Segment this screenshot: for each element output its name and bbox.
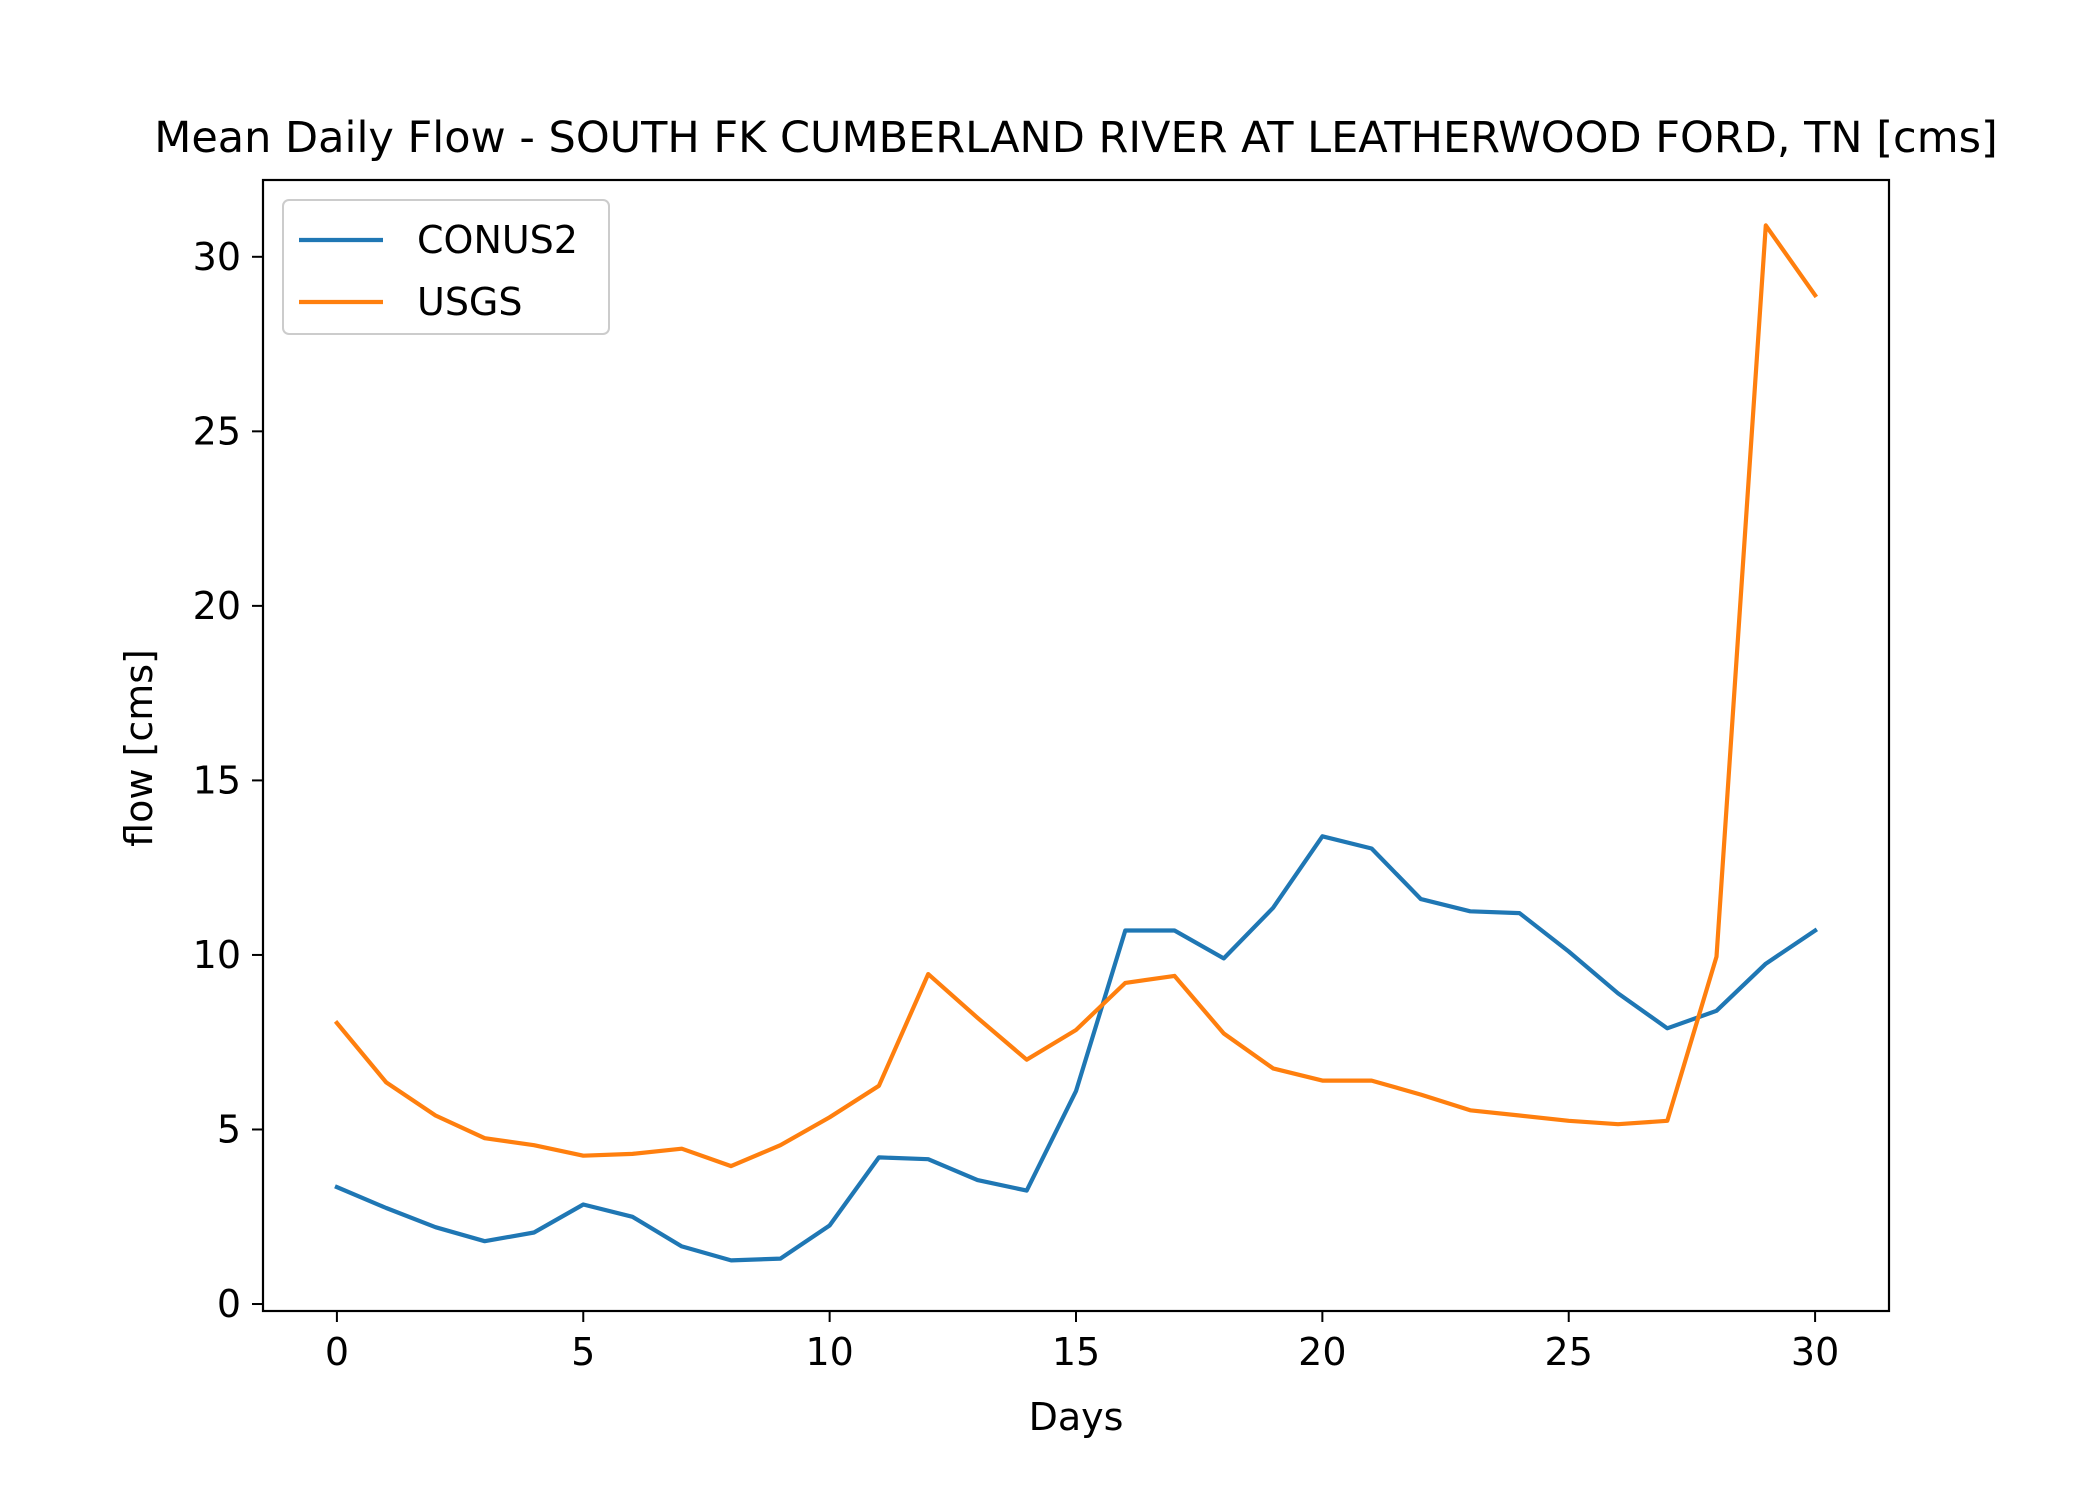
series-line-usgs [333,223,1819,1169]
y-tick-label: 5 [217,1107,241,1151]
x-tick-label: 30 [1791,1330,1839,1374]
series-line-conus2 [334,834,1819,1263]
legend-label-usgs: USGS [417,280,523,324]
x-tick-label: 15 [1052,1330,1100,1374]
legend: CONUS2 USGS [282,199,610,335]
y-tick-label: 30 [193,235,241,279]
legend-label-conus2: CONUS2 [417,218,578,262]
plot-area: 0 5 10 15 20 25 30 0 5 10 15 20 25 30 [193,178,1891,1374]
y-tick-label: 15 [193,758,241,802]
y-tick-label: 25 [193,409,241,453]
x-tick-label: 20 [1298,1330,1346,1374]
y-tick-label: 10 [193,933,241,977]
chart-title: Mean Daily Flow - SOUTH FK CUMBERLAND RI… [154,113,1998,163]
x-tick-label: 25 [1545,1330,1593,1374]
x-tick-label: 10 [805,1330,853,1374]
x-tick-label: 5 [571,1330,595,1374]
x-tick-label: 0 [325,1330,349,1374]
y-axis-label: flow [cms] [117,649,161,847]
x-axis-label: Days [1029,1395,1124,1439]
y-tick-label: 0 [217,1282,241,1326]
y-tick-label: 20 [193,584,241,628]
